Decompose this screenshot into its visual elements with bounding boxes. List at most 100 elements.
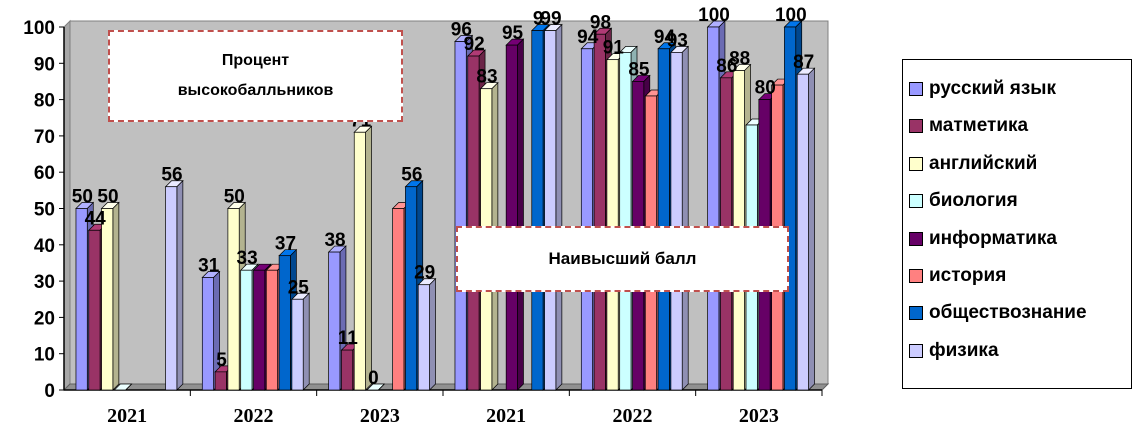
bar [671,52,682,390]
legend-swatch [909,157,923,171]
data-label: 56 [401,165,422,186]
data-label: 38 [324,230,345,251]
y-tick-label: 80 [34,91,55,112]
data-label: 100 [698,5,730,26]
bar-side [303,293,309,390]
bar [166,187,177,390]
legend-label: информатика [929,228,1057,250]
legend-item: физика [909,336,999,366]
legend-label: обществознание [929,302,1087,324]
bar-side [556,25,562,390]
bar-side [177,181,183,390]
legend-item: русский язык [909,74,1056,104]
data-label: 87 [793,52,814,73]
data-label: 25 [288,277,310,298]
bar [76,209,87,391]
x-tick-label: 2023 [739,405,779,427]
data-label: 5 [216,350,227,371]
bar [594,34,605,390]
data-label: 50 [224,187,245,208]
legend-swatch [909,306,923,320]
data-label: 80 [755,78,776,99]
data-label: 56 [161,165,182,186]
y-tick-label: 90 [34,54,55,75]
x-tick-label: 2022 [234,405,274,427]
data-label: 44 [85,208,107,229]
bar [89,230,100,390]
annotation-high-scorers-percent: Процент высокобалльников [108,30,403,122]
legend-label: русский язык [929,78,1056,100]
chart-legend: русский язык матметика английский биология и… [902,59,1132,389]
legend-label: матметика [929,115,1028,137]
bar [279,256,290,390]
data-label: 37 [275,234,296,255]
bar-side [809,68,815,390]
legend-item: биология [909,186,1018,216]
bar [393,209,404,391]
data-label: 92 [464,34,485,55]
bar-side [366,126,372,390]
annotation-line-2: высокобалльников [178,76,334,106]
legend-swatch [909,119,923,133]
bar [254,270,265,390]
data-label: 0 [368,368,379,389]
plot-side-wall [64,21,70,390]
data-label: 100 [775,5,807,26]
bar [341,350,352,390]
bar [266,270,277,390]
data-label: 50 [97,187,118,208]
bar [506,45,517,390]
data-label: 88 [729,49,750,70]
bar [215,372,226,390]
bar [708,27,719,390]
bar [581,49,592,390]
x-tick-label: 2023 [360,405,400,427]
bar-side [682,46,688,390]
bar [329,252,340,390]
bar [607,60,618,390]
data-label: 91 [603,38,625,59]
legend-item: матметика [909,111,1028,141]
bar [620,52,631,390]
legend-label: история [929,265,1006,287]
bar [468,56,479,390]
data-label: 31 [198,255,220,276]
y-tick-label: 20 [34,308,55,329]
y-tick-label: 10 [34,345,55,366]
bar [102,209,113,391]
legend-label: физика [929,340,999,362]
x-tick-label: 2022 [613,405,653,427]
legend-swatch [909,232,923,246]
data-label: 95 [502,23,524,44]
bar-side [430,279,436,390]
legend-label: английский [929,153,1037,175]
y-tick-label: 0 [44,381,55,402]
legend-swatch [909,344,923,358]
x-tick-label: 2021 [486,405,526,427]
data-label: 11 [338,328,359,349]
data-label: 99 [540,9,561,30]
legend-item: обществознание [909,298,1087,328]
y-tick-label: 50 [34,200,55,221]
bar [545,31,556,390]
bar [532,31,543,390]
y-tick-label: 40 [34,236,55,257]
bar [797,74,808,390]
bar [784,27,795,390]
data-label: 29 [414,263,435,284]
bar-side [113,203,119,391]
bar [418,285,429,390]
bar [228,209,239,391]
bar [658,49,669,390]
legend-item: информатика [909,224,1057,254]
bar [455,42,466,390]
y-tick-label: 30 [34,272,55,293]
bar [241,270,252,390]
data-label: 98 [590,12,611,33]
legend-item: история [909,261,1006,291]
bar [202,277,213,390]
legend-swatch [909,82,923,96]
data-label: 33 [237,248,258,269]
bar-side [517,39,523,390]
y-tick-label: 70 [34,127,55,148]
